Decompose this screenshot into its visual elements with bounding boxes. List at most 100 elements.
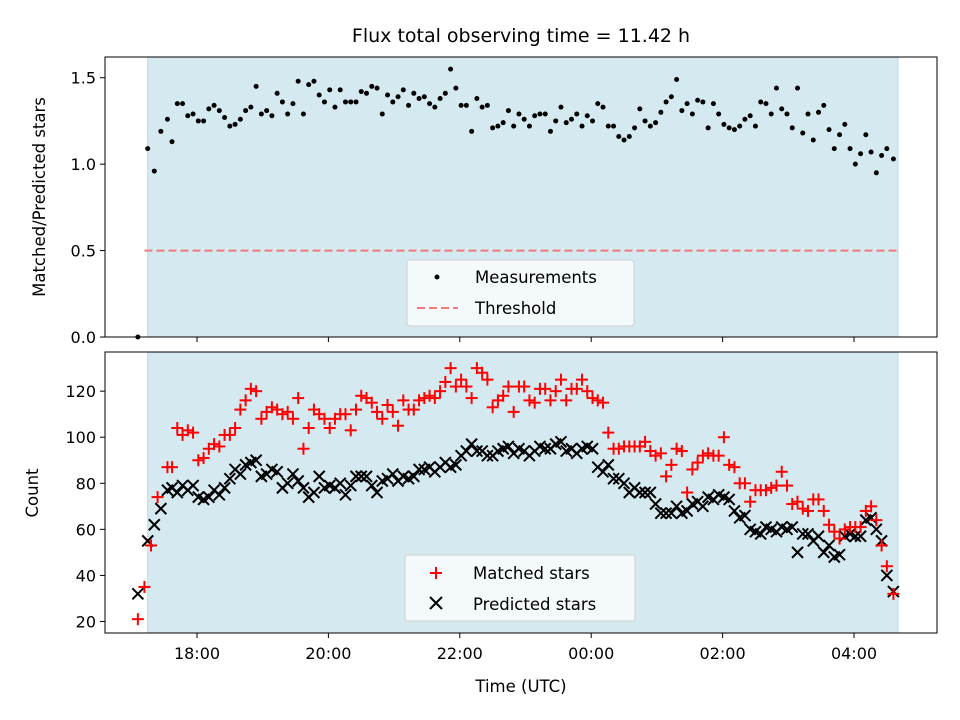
measurement-point [852, 161, 858, 167]
matched-star-point [323, 422, 336, 435]
matched-star-point [502, 380, 515, 393]
predicted-star-point [470, 444, 484, 458]
top-panel: 0.0 0.5 1.0 1.5 Matched/Predicted stars Mea… [30, 56, 938, 347]
predicted-star-point [791, 546, 804, 559]
measurement-point [758, 99, 764, 105]
matched-star-point [213, 440, 226, 453]
predicted-star-point [665, 507, 678, 520]
measurement-point [342, 99, 348, 105]
predicted-star-point [801, 527, 815, 541]
measurement-point [237, 116, 243, 122]
predicted-star-point [607, 472, 620, 485]
measurement-point [658, 109, 664, 115]
measurement-point [222, 114, 228, 120]
predicted-star-point [481, 449, 494, 462]
measurement-point [705, 125, 711, 131]
matched-star-point [549, 385, 562, 398]
matched-star-point [654, 447, 667, 460]
measurement-point [348, 99, 354, 105]
predicted-star-point [218, 481, 231, 495]
matched-star-point [281, 405, 294, 418]
x-tick-label: 20:00 [305, 644, 351, 663]
legend-measurements-label: Measurements [475, 268, 597, 287]
matched-star-point [386, 405, 399, 418]
predicted-star-point [154, 502, 168, 515]
measurement-point [837, 132, 843, 138]
predicted-star-point [234, 467, 247, 481]
measurement-point [884, 146, 890, 152]
x-tick-label: 04:00 [831, 644, 877, 663]
matched-star-point [481, 373, 494, 386]
measurement-point [595, 101, 601, 107]
measurement-point [632, 125, 638, 131]
matched-star-point [255, 412, 268, 425]
matched-star-point [649, 449, 662, 462]
matched-star-point [166, 461, 179, 474]
measurement-point [716, 111, 722, 117]
measurement-point [295, 78, 301, 84]
measurement-point [526, 123, 532, 129]
matched-star-point [591, 394, 604, 407]
matched-star-point [439, 375, 452, 388]
predicted-star-point [864, 511, 878, 525]
y-tick-label: 100 [65, 428, 96, 447]
matched-star-point [371, 405, 384, 418]
predicted-star-point [796, 527, 809, 541]
predicted-star-point [465, 437, 478, 451]
matched-star-point [560, 394, 573, 407]
predicted-star-point [786, 520, 799, 534]
predicted-star-points [131, 435, 900, 601]
measurement-point [285, 111, 291, 117]
matched-star-point [460, 380, 473, 393]
measurement-point [731, 127, 737, 133]
matched-star-point [423, 389, 436, 402]
measurement-point [243, 108, 249, 114]
measurement-point [395, 94, 401, 100]
predicted-star-point [502, 440, 515, 453]
measurement-point [264, 108, 270, 114]
predicted-star-point [360, 470, 373, 483]
measurement-point [605, 123, 611, 129]
matched-star-point [418, 392, 431, 405]
predicted-star-point [386, 467, 399, 481]
matched-star-point [612, 442, 625, 455]
bottom-y-ticks: 20 40 60 80 100 120 [65, 382, 105, 631]
measurement-point [479, 104, 485, 110]
matched-star-point [244, 382, 257, 395]
measurement-point [185, 113, 191, 119]
measurement-point [794, 85, 800, 91]
measurement-point [826, 127, 832, 133]
matched-star-point [297, 442, 310, 455]
matched-star-point [365, 396, 378, 409]
y-tick-label: 0.0 [71, 328, 96, 347]
matched-star-point [660, 470, 673, 483]
measurement-point [784, 111, 790, 117]
matched-star-point [376, 412, 389, 425]
predicted-star-point [670, 500, 683, 513]
predicted-star-point [822, 539, 836, 552]
matched-star-point [349, 403, 362, 416]
measurement-point [810, 137, 816, 143]
matched-star-point [786, 498, 799, 511]
measurement-point [353, 99, 359, 105]
matched-star-point [838, 523, 851, 536]
predicted-star-point [407, 470, 421, 483]
y-tick-label: 40 [76, 566, 96, 585]
measurement-point [437, 95, 443, 101]
measurement-point [411, 90, 417, 96]
measurement-point [458, 102, 464, 108]
measurement-point [211, 102, 217, 108]
measurement-point [890, 156, 896, 162]
matched-star-point [397, 394, 410, 407]
matched-star-point [518, 380, 531, 393]
y-tick-label: 80 [76, 474, 96, 493]
predicted-star-point [297, 481, 310, 495]
matched-star-point [581, 385, 594, 398]
measurement-point [584, 113, 590, 119]
matched-star-point [696, 449, 709, 462]
matched-star-point [355, 389, 368, 402]
measurement-point [385, 92, 391, 98]
measurement-point [511, 123, 517, 129]
bottom-y-axis-label: Count [23, 468, 42, 518]
predicted-star-point [638, 486, 652, 499]
